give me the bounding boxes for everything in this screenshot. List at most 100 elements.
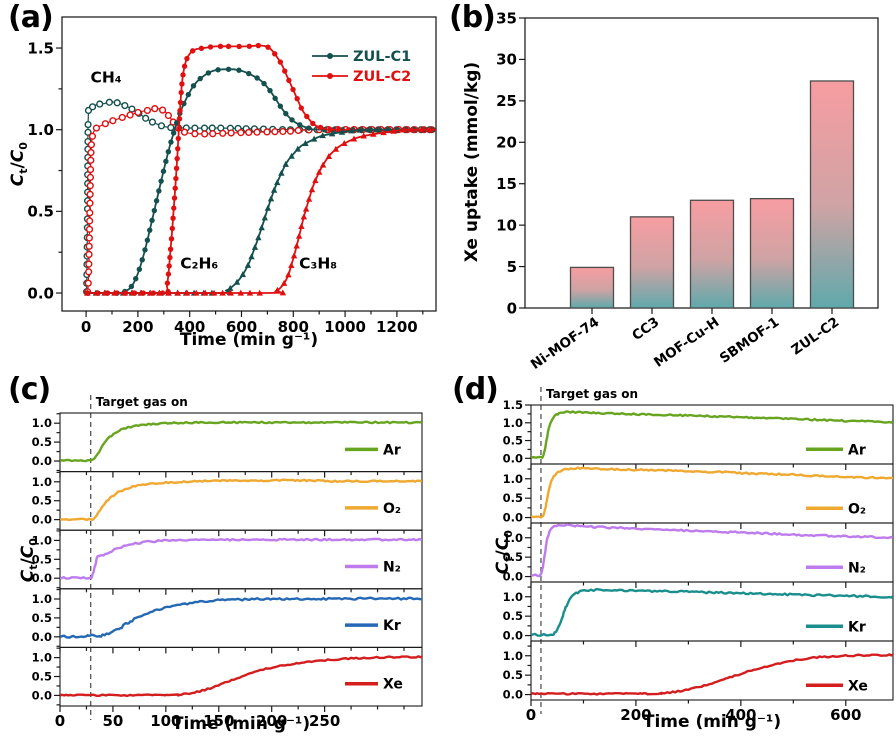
marker xyxy=(274,286,281,293)
y-tick-label: 0.5 xyxy=(503,668,523,682)
x-tick-label: 600 xyxy=(226,318,257,336)
panel-b-label: (b) xyxy=(449,0,496,35)
marker xyxy=(248,253,255,260)
axes-box xyxy=(530,404,894,465)
marker xyxy=(304,113,310,120)
marker xyxy=(105,98,113,106)
marker xyxy=(201,130,209,138)
x-tick-label: 1200 xyxy=(376,318,418,336)
marker xyxy=(418,126,425,133)
marker xyxy=(279,289,287,296)
marker xyxy=(264,204,272,211)
legend-marker xyxy=(327,53,333,59)
x-tick-label: 400 xyxy=(725,706,756,724)
y-tick-label: 1.5 xyxy=(503,398,523,412)
y-tick-label: 0.5 xyxy=(32,670,52,684)
marker xyxy=(183,289,191,296)
marker xyxy=(261,214,269,221)
marker xyxy=(282,68,288,74)
marker xyxy=(294,126,302,135)
series-Xe xyxy=(531,653,893,696)
marker xyxy=(293,242,300,249)
marker xyxy=(227,284,234,291)
y-tick-label: 1.0 xyxy=(32,475,52,489)
marker xyxy=(197,75,203,82)
marker xyxy=(86,190,94,198)
y-tick-label: 0.0 xyxy=(503,688,523,702)
marker xyxy=(263,128,271,136)
x-tick-label: 1000 xyxy=(324,318,366,336)
marker xyxy=(191,130,199,138)
x-tick-label: 0 xyxy=(55,712,65,730)
marker xyxy=(267,87,273,94)
y-tick-label: 0.5 xyxy=(503,491,523,505)
category-label-MOF-Cu-H: MOF-Cu-H xyxy=(651,314,722,371)
marker xyxy=(101,120,109,128)
series-Kr xyxy=(60,596,422,639)
marker xyxy=(93,289,101,296)
marker xyxy=(237,289,244,296)
marker xyxy=(246,289,254,296)
marker xyxy=(168,139,174,145)
marker xyxy=(227,289,234,296)
panel-a-y-axis-label: Ct/C0 xyxy=(7,142,31,187)
marker xyxy=(184,55,190,62)
marker xyxy=(156,188,162,194)
marker xyxy=(191,124,199,132)
marker xyxy=(158,106,167,114)
marker xyxy=(338,128,346,135)
marker xyxy=(102,289,109,296)
y-tick-label: 1.0 xyxy=(503,472,523,486)
axes-box xyxy=(530,640,894,701)
y-tick-label: 1.0 xyxy=(503,531,523,545)
series-Kr xyxy=(531,587,893,637)
marker xyxy=(138,289,145,296)
marker xyxy=(350,135,358,142)
y-tick-label: 1.0 xyxy=(32,416,52,430)
legend-label-Kr: Kr xyxy=(848,619,866,635)
y-tick-label: 25 xyxy=(496,92,517,110)
marker xyxy=(317,124,324,131)
marker xyxy=(198,45,205,52)
series-N₂ xyxy=(531,523,893,578)
marker xyxy=(126,111,134,119)
marker xyxy=(246,70,252,77)
x-tick-label: 150 xyxy=(203,712,234,730)
marker xyxy=(147,227,153,233)
y-tick-label: 0.5 xyxy=(503,550,523,564)
marker xyxy=(302,139,309,146)
marker xyxy=(170,215,176,221)
bar-ZUL-C2 xyxy=(809,80,855,309)
marker xyxy=(251,243,259,250)
marker xyxy=(128,283,135,290)
marker xyxy=(86,209,94,217)
y-tick-label: 0.0 xyxy=(32,513,52,527)
marker xyxy=(151,105,159,113)
panel-c-label: (c) xyxy=(8,372,51,407)
marker xyxy=(142,247,148,253)
annotation-CH₄: CH₄ xyxy=(90,68,121,86)
marker xyxy=(86,199,94,207)
marker xyxy=(279,127,287,136)
marker xyxy=(325,152,333,159)
marker xyxy=(244,261,252,268)
x-tick-label: 400 xyxy=(174,318,205,336)
marker xyxy=(380,129,387,136)
y-tick-label: 0.0 xyxy=(503,451,523,465)
marker xyxy=(308,186,316,193)
marker xyxy=(370,130,377,137)
marker xyxy=(305,195,313,202)
marker xyxy=(278,169,285,176)
marker xyxy=(111,289,118,296)
marker xyxy=(86,166,95,174)
curves xyxy=(60,596,422,639)
marker xyxy=(298,105,304,111)
marker xyxy=(139,257,145,263)
marker xyxy=(208,124,216,132)
x-tick-label: 800 xyxy=(278,318,309,336)
marker xyxy=(245,128,253,136)
marker xyxy=(113,99,121,107)
marker xyxy=(426,126,434,133)
y-tick-label: 0.5 xyxy=(503,434,523,448)
category-label-Ni-MOF-74: Ni-MOF-74 xyxy=(528,314,602,373)
